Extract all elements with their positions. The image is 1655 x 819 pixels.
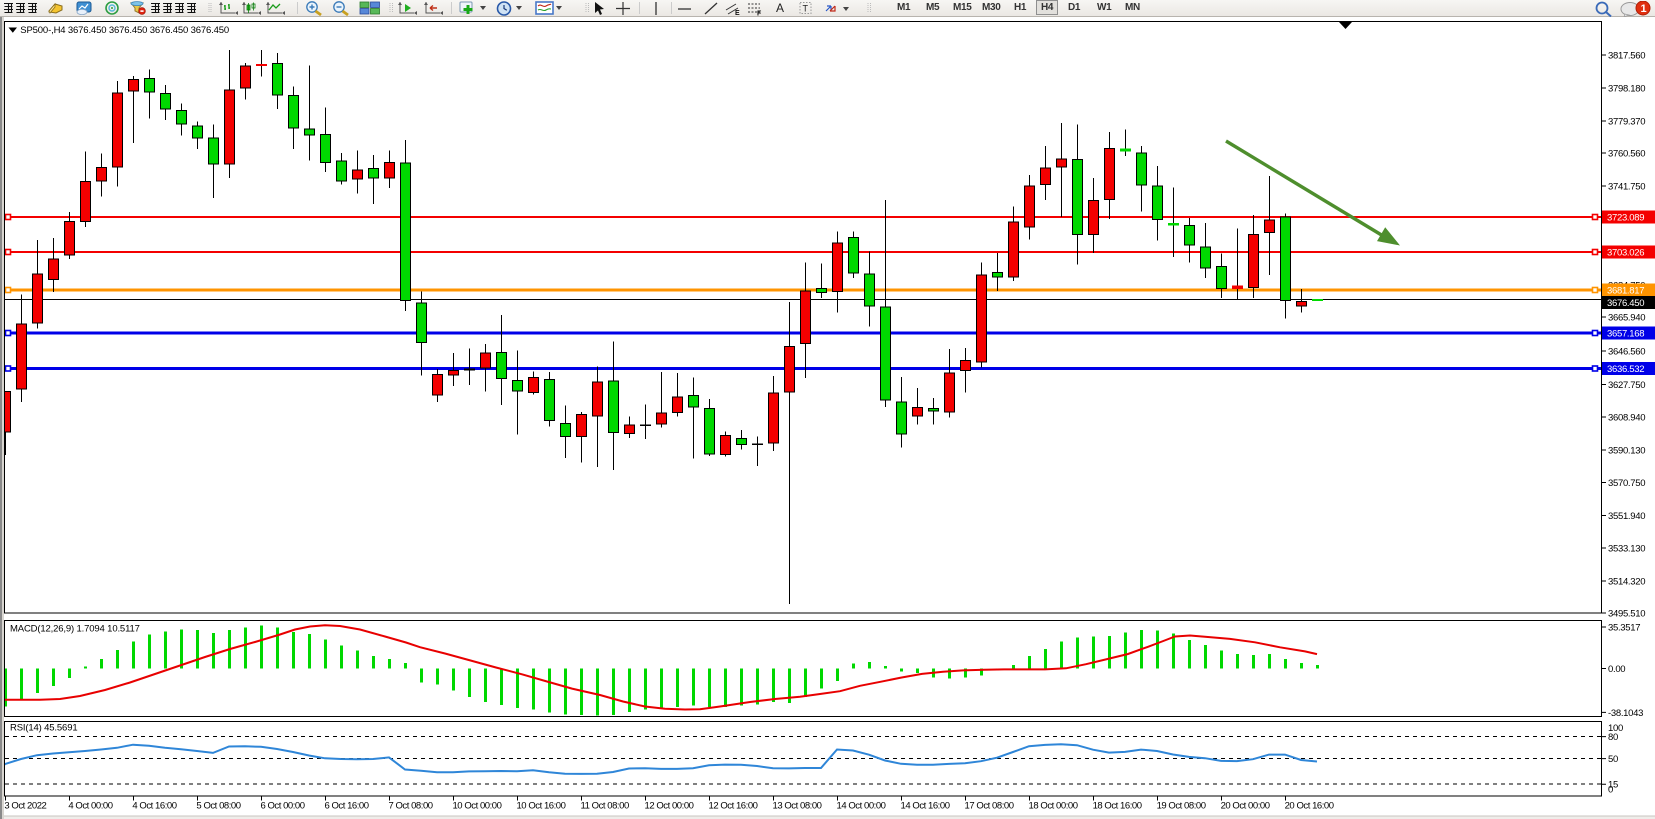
svg-text:3723.089: 3723.089 <box>1607 213 1644 224</box>
svg-text:1: 1 <box>1641 3 1647 15</box>
svg-text:3703.026: 3703.026 <box>1607 248 1644 259</box>
svg-text:6 Oct 00:00: 6 Oct 00:00 <box>260 801 304 812</box>
svg-text:35.3517: 35.3517 <box>1608 623 1640 634</box>
svg-text:19 Oct 08:00: 19 Oct 08:00 <box>1157 801 1206 812</box>
svg-text:3676.450: 3676.450 <box>1607 298 1644 309</box>
svg-text:0.00: 0.00 <box>1608 664 1625 675</box>
svg-text:3681.817: 3681.817 <box>1607 286 1644 297</box>
svg-text:3798.180: 3798.180 <box>1608 84 1645 95</box>
svg-text:14 Oct 00:00: 14 Oct 00:00 <box>837 801 886 812</box>
svg-text:17 Oct 08:00: 17 Oct 08:00 <box>965 801 1014 812</box>
svg-text:T: T <box>803 4 809 14</box>
svg-text:3646.560: 3646.560 <box>1608 347 1645 358</box>
svg-text:11 Oct 08:00: 11 Oct 08:00 <box>580 801 628 812</box>
svg-text:-38.1043: -38.1043 <box>1608 708 1643 719</box>
svg-text:18 Oct 00:00: 18 Oct 00:00 <box>1029 801 1078 812</box>
svg-text:3533.130: 3533.130 <box>1608 544 1645 555</box>
svg-text:3514.320: 3514.320 <box>1608 577 1645 588</box>
svg-text:RSI(14) 45.5691: RSI(14) 45.5691 <box>10 723 77 734</box>
svg-text:3 Oct 2022: 3 Oct 2022 <box>4 801 46 812</box>
svg-text:3741.750: 3741.750 <box>1608 182 1645 193</box>
svg-text:12 Oct 00:00: 12 Oct 00:00 <box>645 801 694 812</box>
svg-text:20 Oct 00:00: 20 Oct 00:00 <box>1221 801 1270 812</box>
svg-text:3590.130: 3590.130 <box>1608 446 1645 457</box>
svg-text:E: E <box>735 10 740 16</box>
svg-text:3636.532: 3636.532 <box>1607 364 1644 375</box>
svg-text:3817.560: 3817.560 <box>1608 51 1645 62</box>
svg-text:3551.940: 3551.940 <box>1608 511 1645 522</box>
svg-text:SP500-,H4 3676.450 3676.450 3: SP500-,H4 3676.450 3676.450 3676.450 367… <box>20 25 229 36</box>
svg-text:100: 100 <box>1608 723 1623 734</box>
svg-text:10 Oct 16:00: 10 Oct 16:00 <box>516 801 565 812</box>
svg-text:3657.168: 3657.168 <box>1607 329 1644 340</box>
svg-text:12 Oct 16:00: 12 Oct 16:00 <box>709 801 758 812</box>
svg-text:3570.750: 3570.750 <box>1608 478 1645 489</box>
svg-text:7 Oct 08:00: 7 Oct 08:00 <box>388 801 432 812</box>
svg-text:3665.940: 3665.940 <box>1608 313 1645 324</box>
svg-text:0: 0 <box>1608 785 1613 796</box>
svg-text:10 Oct 00:00: 10 Oct 00:00 <box>452 801 501 812</box>
svg-text:14 Oct 16:00: 14 Oct 16:00 <box>901 801 950 812</box>
svg-text:6 Oct 16:00: 6 Oct 16:00 <box>324 801 368 812</box>
svg-text:3779.370: 3779.370 <box>1608 117 1645 128</box>
svg-text:4 Oct 16:00: 4 Oct 16:00 <box>132 801 176 812</box>
svg-text:F: F <box>757 11 762 17</box>
svg-text:5 Oct 08:00: 5 Oct 08:00 <box>196 801 240 812</box>
svg-text:80: 80 <box>1608 732 1618 743</box>
svg-text:18 Oct 16:00: 18 Oct 16:00 <box>1093 801 1142 812</box>
svg-text:3495.510: 3495.510 <box>1608 609 1645 620</box>
svg-text:3608.940: 3608.940 <box>1608 413 1645 424</box>
svg-text:3760.560: 3760.560 <box>1608 149 1645 160</box>
svg-text:3627.750: 3627.750 <box>1608 380 1645 391</box>
svg-text:13 Oct 08:00: 13 Oct 08:00 <box>773 801 822 812</box>
svg-text:50: 50 <box>1608 754 1618 765</box>
svg-text:4 Oct 00:00: 4 Oct 00:00 <box>68 801 112 812</box>
svg-text:MACD(12,26,9) 1.7094 10.5117: MACD(12,26,9) 1.7094 10.5117 <box>10 624 140 635</box>
svg-text:15: 15 <box>1608 780 1618 791</box>
svg-text:20 Oct 16:00: 20 Oct 16:00 <box>1285 801 1334 812</box>
